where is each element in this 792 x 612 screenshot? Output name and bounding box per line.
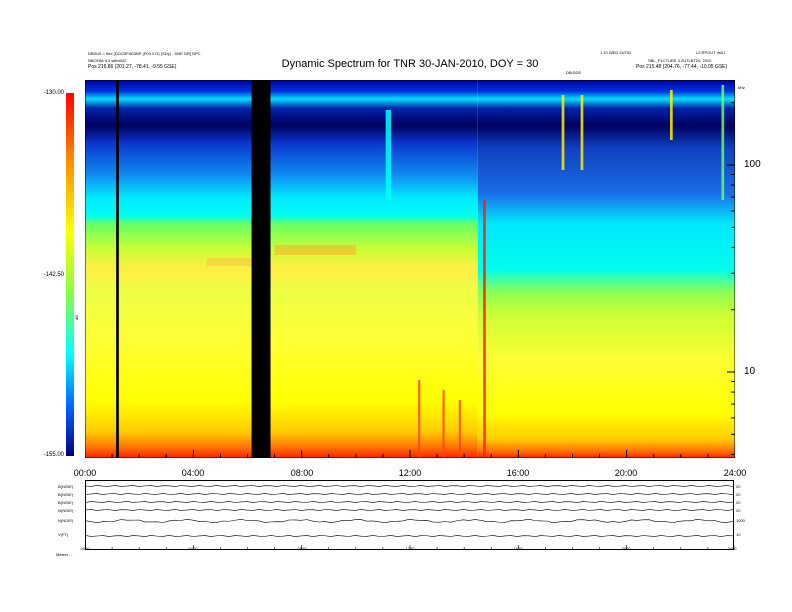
panel-row-right-2: 20 <box>736 500 741 505</box>
spectrogram-layer <box>85 80 735 458</box>
panel-row-right-3: 20 <box>736 508 741 513</box>
burst-5 <box>561 95 565 170</box>
header-unit-small: kHz <box>738 85 745 90</box>
panel-row-right-1: 20 <box>736 492 741 497</box>
header-left-line3: Pos 216.86 (201.27, -78.41, -9.55 GSE) <box>88 64 177 70</box>
panel-row-label-0: B(NOIE) <box>58 484 74 489</box>
colorbar-unit: dB <box>74 315 79 320</box>
panel-row-label-2: B(NOIE) <box>58 500 74 505</box>
header-right-line2: L2.RPOUT rls01 <box>696 50 726 55</box>
panel-x-tick-4: 1600 <box>513 546 523 551</box>
panel-x-tick-0: 0000 <box>80 546 90 551</box>
panel-x-tick-1: 0400 <box>188 546 198 551</box>
data-gap-1 <box>251 80 271 458</box>
panel-x-tick-5: 2000 <box>621 546 631 551</box>
colorbar-tick-bottom: -155.00 <box>43 452 64 458</box>
x-tick-label-4: 16:00 <box>506 468 530 478</box>
colorbar-tick-mid: -142.50 <box>43 272 64 278</box>
burst-4 <box>458 400 461 458</box>
burst-1 <box>483 200 486 458</box>
emission-band-2 <box>206 258 262 266</box>
x-tick-layer <box>85 450 735 458</box>
panel-x-tick-2: 0800 <box>297 546 307 551</box>
panel-row-label-5: V(FT) <box>58 532 69 537</box>
header-left-line1: DBSU0 = 9ee [DOO3P4D3BP (P03 0 D) (SDy) … <box>88 51 201 56</box>
header-left-line2: NBOF88 9.3 w8m002 <box>88 58 127 63</box>
y-tick-layer <box>727 102 735 455</box>
x-tick-label-1: 04:00 <box>181 468 205 478</box>
burst-7 <box>670 90 673 140</box>
data-gap-0 <box>116 80 119 458</box>
spectrum-left-block <box>85 80 478 458</box>
header-right-line3: SBL_P1CTURE 3 2UTLBT20, 2010 <box>648 58 712 63</box>
burst-6 <box>580 95 584 170</box>
colorbar <box>66 93 74 456</box>
spectrogram-plot <box>85 80 735 458</box>
panel-footer: Meters ... <box>56 552 73 557</box>
panel-row-label-3: N(NOIE) <box>58 508 74 513</box>
panel-x-tick-3: 1200 <box>405 546 415 551</box>
panel-trace-2 <box>85 501 734 503</box>
emission-band <box>274 245 356 255</box>
panel-row-label-4: N(NOIE) <box>58 518 74 523</box>
x-tick-label-2: 08:00 <box>290 468 314 478</box>
panel-row-label-1: B(NOIE) <box>58 492 74 497</box>
panel-trace-1 <box>85 493 734 495</box>
y-tick-label-10: 10 <box>744 366 756 377</box>
lower-panels-frame <box>85 480 734 550</box>
header-right-line4: Pos 215.48 (204.76, -77.44, -10.05 GSE) <box>636 64 728 70</box>
x-tick-label-3: 12:00 <box>398 468 422 478</box>
x-tick-label-5: 20:00 <box>614 468 638 478</box>
panel-trace-3 <box>85 509 734 511</box>
header-right-line1: 1.10 WED 2UT02 <box>600 50 632 55</box>
panel-x-tick-6: 2400 <box>727 546 737 551</box>
burst-0 <box>385 110 392 200</box>
colorbar-tick-top: -130.00 <box>43 90 64 96</box>
panel-row-right-4: 1000 <box>736 518 745 523</box>
lower-panels-traces <box>85 485 735 550</box>
x-tick-label-0: 00:00 <box>73 468 97 478</box>
panel-trace-4 <box>85 518 734 524</box>
burst-8 <box>721 85 725 200</box>
y-tick-label-100: 100 <box>744 159 761 170</box>
panel-row-right-0: 20 <box>736 484 741 489</box>
spectrum-right-block <box>477 80 735 458</box>
panel-trace-0 <box>85 485 734 487</box>
burst-2 <box>418 380 421 458</box>
burst-3 <box>442 390 445 458</box>
panel-row-right-5: 10 <box>736 532 741 537</box>
panel-trace-5 <box>85 535 734 537</box>
header-mid-small: DB/DDE <box>566 70 582 75</box>
chart-title: Dynamic Spectrum for TNR 30-JAN-2010, DO… <box>281 58 539 70</box>
x-tick-label-6: 24:00 <box>723 468 747 478</box>
